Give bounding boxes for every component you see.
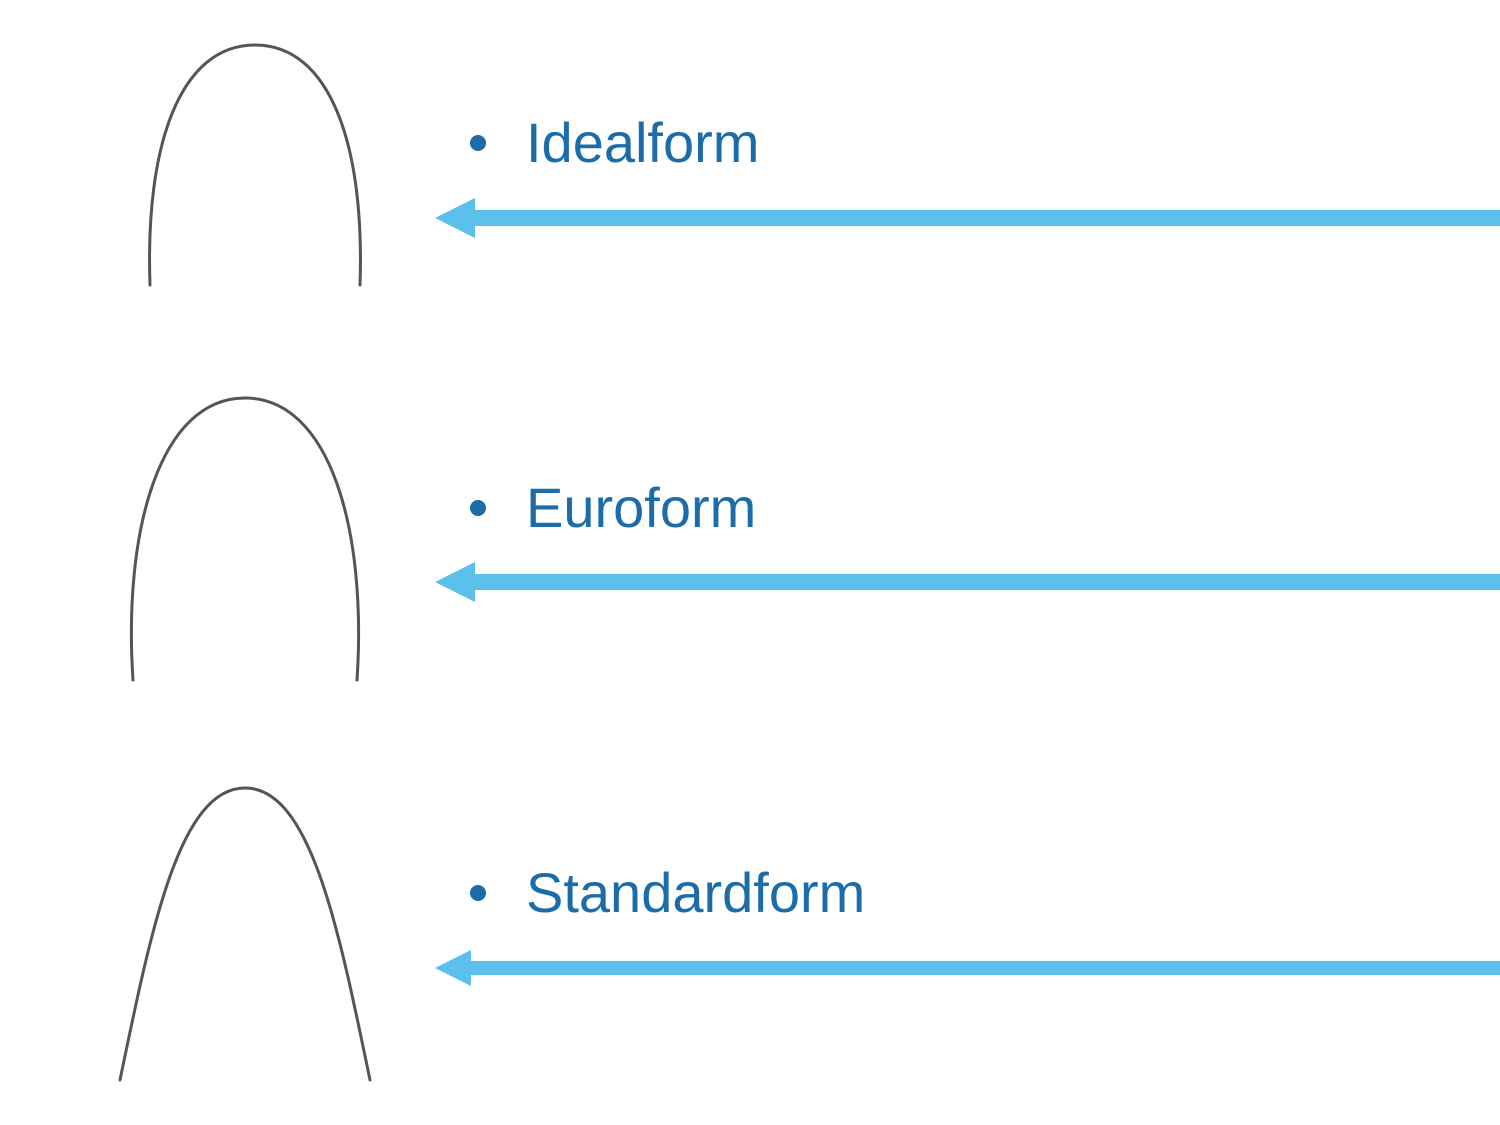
euroform-arrow bbox=[0, 582, 1500, 622]
idealform-arrow bbox=[0, 218, 1500, 258]
idealform-arch bbox=[120, 25, 390, 305]
arrow-head-icon bbox=[435, 950, 471, 986]
arrow-line bbox=[465, 574, 1500, 590]
bullet-icon bbox=[470, 500, 486, 516]
standardform-arch bbox=[100, 770, 390, 1100]
standardform-arrow bbox=[0, 968, 1500, 1008]
arrow-head-icon bbox=[435, 562, 475, 602]
euroform-label: Euroform bbox=[526, 475, 756, 540]
arrow-line bbox=[465, 961, 1500, 975]
euroform-label-row: Euroform bbox=[470, 475, 756, 540]
arrow-line bbox=[465, 210, 1500, 226]
idealform-label-row: Idealform bbox=[470, 110, 759, 175]
bullet-icon bbox=[470, 885, 486, 901]
idealform-label: Idealform bbox=[526, 110, 759, 175]
standardform-label-row: Standardform bbox=[470, 860, 865, 925]
standardform-label: Standardform bbox=[526, 860, 865, 925]
arrow-head-icon bbox=[435, 198, 475, 238]
euroform-arch bbox=[105, 380, 385, 700]
bullet-icon bbox=[470, 135, 486, 151]
